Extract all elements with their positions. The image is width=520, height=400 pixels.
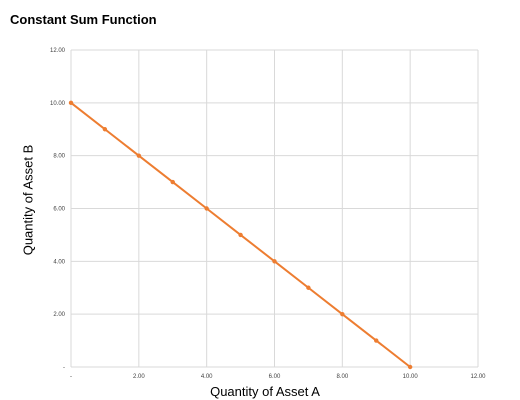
grid-lines (70, 49, 479, 368)
y-tick-label: 8.00 (53, 154, 65, 160)
y-tick-label: 10.00 (50, 101, 66, 107)
x-axis-label: Quantity of Asset A (210, 384, 320, 399)
tick-labels: - 2.00 4.00 6.00 8.00 10.00 12.00 - 2.00 4.00 6.00… (50, 48, 486, 380)
y-axis-label: Quantity of Asset B (20, 144, 36, 256)
chart-title: Constant Sum Function (10, 12, 157, 27)
y-tick-label: 2.00 (53, 312, 65, 318)
data-point (170, 179, 175, 185)
x-tick-label: 2.00 (133, 374, 145, 380)
data-point (204, 206, 209, 211)
y-tick-label: 4.00 (53, 259, 65, 265)
data-point (374, 338, 379, 343)
data-point (306, 285, 311, 290)
y-tick-label: - (63, 365, 65, 371)
y-tick-label: 6.00 (53, 207, 65, 213)
data-point (136, 153, 142, 158)
data-point (340, 311, 345, 317)
x-tick-label: 4.00 (201, 374, 213, 380)
y-tick-label: 12.00 (50, 48, 66, 54)
data-point (407, 364, 413, 370)
data-point (272, 259, 277, 264)
x-tick-label: 10.00 (403, 374, 419, 380)
x-tick-label: 8.00 (336, 374, 348, 380)
data-point (102, 127, 108, 132)
data-point (68, 100, 74, 106)
data-point (238, 232, 243, 238)
x-tick-label: - (70, 374, 72, 380)
series-layer (68, 100, 413, 370)
x-tick-label: 6.00 (269, 374, 281, 380)
x-tick-label: 12.00 (470, 374, 486, 380)
